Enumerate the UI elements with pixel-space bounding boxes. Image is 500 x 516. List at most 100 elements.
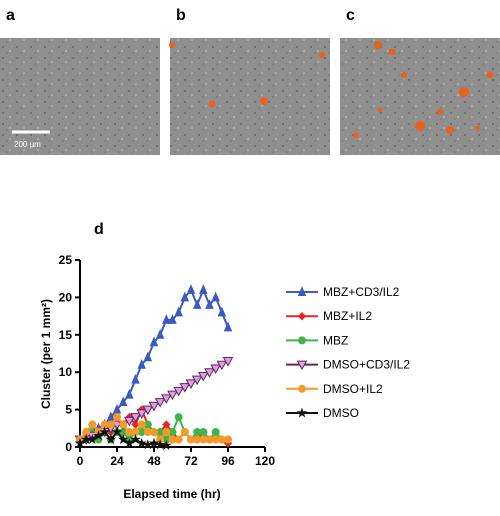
marker — [118, 396, 128, 407]
marker — [161, 439, 172, 450]
marker — [205, 299, 214, 309]
marker — [168, 314, 177, 324]
marker — [136, 409, 148, 419]
marker — [223, 321, 233, 332]
marker — [154, 398, 166, 408]
marker — [142, 405, 154, 416]
marker — [125, 388, 134, 399]
marker — [298, 336, 306, 345]
marker — [180, 428, 189, 437]
clusters — [169, 41, 494, 138]
marker — [167, 390, 178, 401]
marker — [197, 371, 209, 382]
marker — [204, 368, 215, 378]
marker — [210, 364, 222, 374]
marker — [224, 435, 232, 444]
marker — [211, 291, 220, 302]
marker — [162, 428, 171, 437]
legend-label: MBZ — [323, 333, 348, 347]
marker — [296, 407, 308, 418]
legend-label: MBZ+IL2 — [323, 309, 372, 323]
marker — [179, 383, 191, 393]
marker — [99, 426, 110, 437]
legend-label: DMSO+CD3/IL2 — [323, 358, 410, 372]
marker — [117, 433, 129, 445]
marker — [180, 291, 190, 302]
panel-label: d — [94, 221, 104, 238]
marker — [297, 286, 307, 296]
marker — [131, 373, 140, 384]
marker — [185, 379, 197, 389]
marker — [174, 413, 183, 422]
marker — [111, 426, 123, 437]
micrographs: a b c 200 µm — [0, 7, 500, 155]
x-axis-label: Elapsed time (hr) — [123, 487, 220, 501]
marker — [148, 401, 160, 412]
marker — [137, 420, 146, 429]
x-tick-label: 0 — [77, 454, 84, 468]
marker — [142, 439, 154, 450]
panel-label: a — [6, 7, 15, 24]
x-tick-label: 72 — [184, 454, 198, 468]
legend-label: DMSO+IL2 — [323, 382, 383, 396]
marker — [148, 437, 160, 448]
x-tick-label: 48 — [147, 454, 161, 468]
y-tick-label: 15 — [59, 328, 73, 342]
marker — [137, 358, 146, 369]
marker — [154, 439, 166, 450]
x-tick-label: 96 — [221, 454, 235, 468]
marker — [173, 386, 185, 397]
y-tick-label: 0 — [65, 440, 72, 454]
marker — [113, 413, 121, 422]
marker — [93, 430, 104, 441]
y-axis-label: Cluster (per 1 mm²) — [39, 299, 53, 409]
marker — [124, 437, 135, 448]
marker — [217, 306, 227, 317]
marker — [192, 299, 202, 309]
marker — [297, 311, 307, 321]
marker — [149, 336, 159, 347]
marker — [162, 314, 171, 324]
marker — [186, 284, 196, 294]
marker — [211, 428, 220, 437]
x-tick-label: 24 — [110, 454, 124, 468]
legend-label: DMSO — [323, 406, 359, 420]
y-tick-label: 25 — [59, 253, 73, 267]
y-tick-label: 5 — [65, 403, 72, 417]
marker — [296, 360, 308, 371]
marker — [216, 360, 228, 371]
chart: d Elapsed time (hr) Cluster (per 1 mm²) … — [39, 221, 410, 501]
marker — [119, 420, 128, 429]
marker — [136, 437, 147, 448]
series-line — [79, 287, 229, 441]
marker — [155, 329, 165, 339]
marker — [150, 428, 158, 437]
marker — [105, 433, 117, 445]
marker — [222, 356, 234, 367]
marker — [87, 433, 98, 445]
image-c — [340, 38, 500, 155]
marker — [160, 394, 172, 404]
y-tick-label: 20 — [59, 290, 73, 304]
legend-label: MBZ+CD3/IL2 — [323, 285, 400, 299]
marker — [174, 435, 183, 444]
marker — [199, 284, 208, 294]
marker — [74, 437, 86, 448]
panel-label: c — [346, 7, 355, 24]
marker — [130, 413, 141, 423]
marker — [123, 416, 135, 427]
marker — [191, 375, 203, 386]
marker — [106, 420, 115, 429]
marker — [130, 433, 141, 445]
panel-label: b — [176, 7, 186, 24]
marker — [88, 420, 97, 429]
image-b — [170, 38, 330, 155]
marker — [298, 384, 306, 393]
y-tick-label: 10 — [59, 365, 73, 379]
marker — [174, 306, 183, 317]
marker — [199, 428, 208, 437]
x-tick-label: 120 — [255, 454, 275, 468]
marker — [143, 351, 153, 362]
